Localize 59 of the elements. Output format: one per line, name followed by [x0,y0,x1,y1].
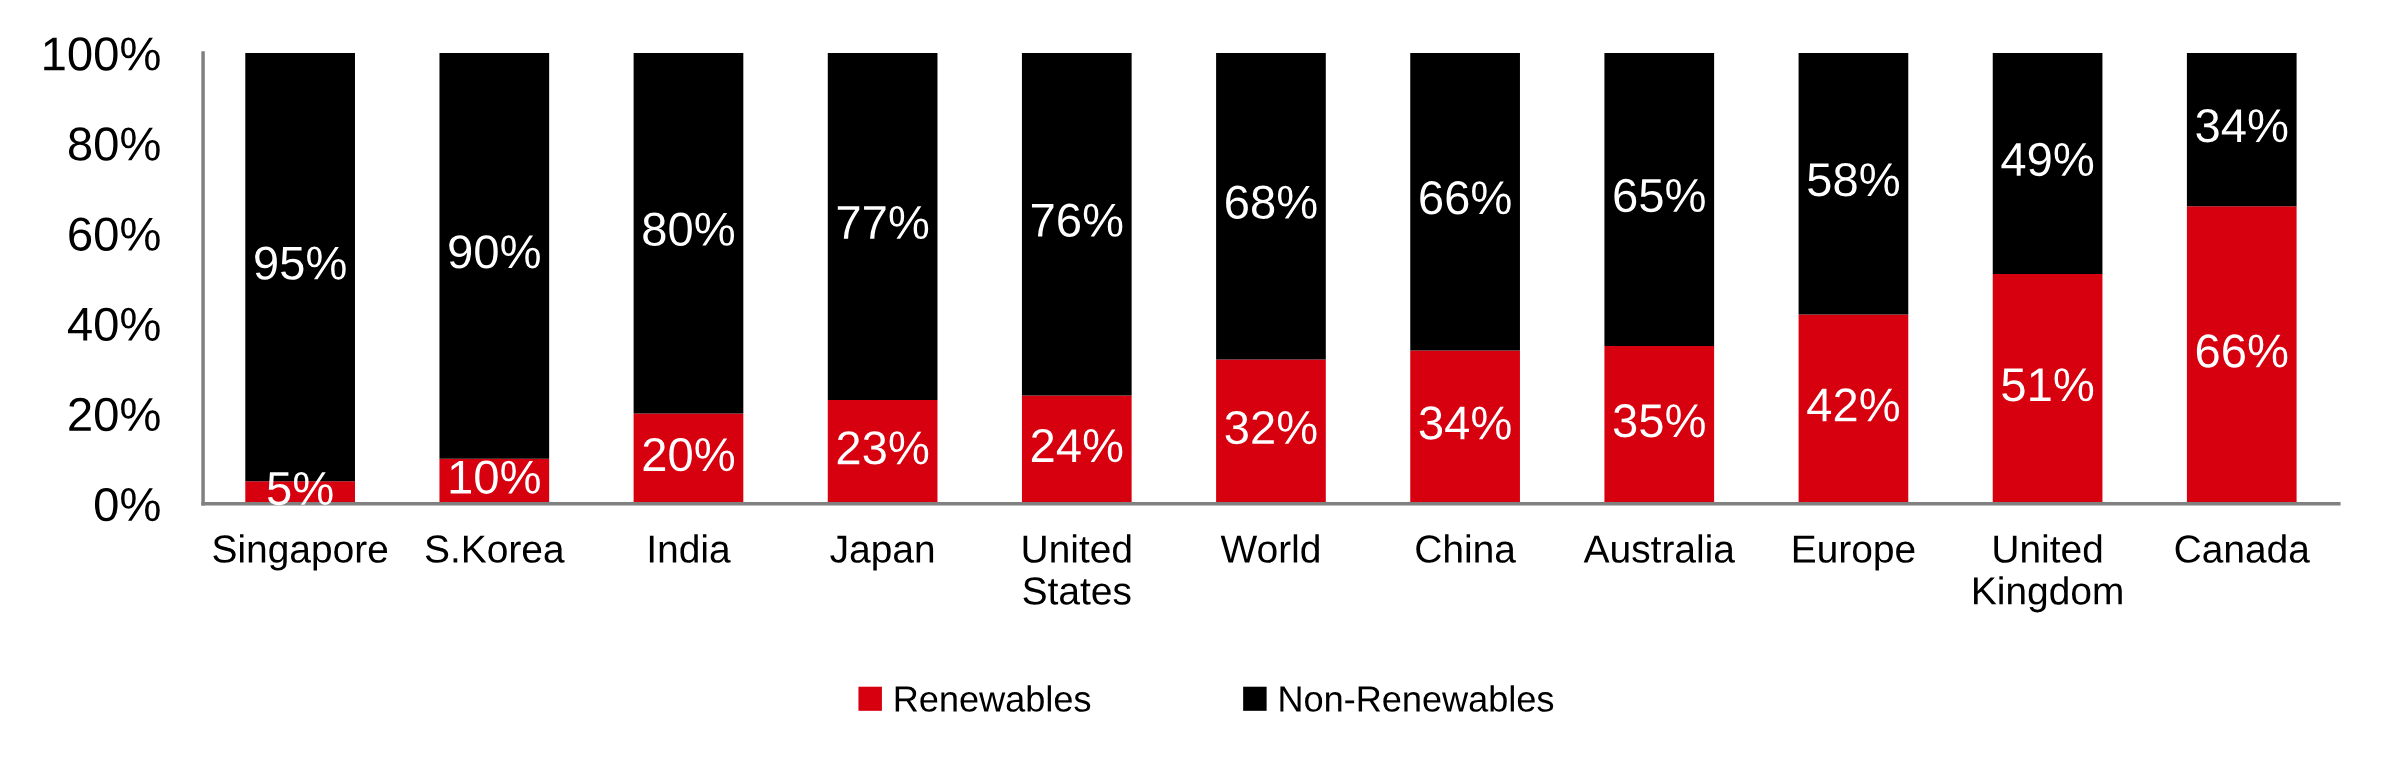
y-tick-label: 80% [68,127,160,161]
data-label: 66% [2196,334,2288,368]
data-label: 34% [2196,108,2288,143]
data-label: 49% [2001,142,2094,177]
data-label: 68% [1226,185,1317,219]
bar [827,53,938,401]
bar [439,53,550,459]
legend-label: Non-Renewables [1280,685,1554,712]
x-tick-label: India [649,534,731,563]
bar [1021,395,1132,504]
data-label: 77% [837,206,929,240]
data-label: 5% [267,471,333,506]
bar [1604,53,1715,347]
x-tick-label: China [1416,534,1516,563]
y-tick-label: 100% [44,37,160,71]
y-tick-label: 0% [94,487,160,522]
bar [2186,53,2297,207]
data-label: 76% [1031,203,1123,238]
x-tick-label: Europe [1793,535,1915,571]
bar [1604,346,1715,504]
legend-label: Renewables [895,685,1091,712]
x-tick-label: S.Korea [425,535,565,563]
x-tick-label: Australia [1583,534,1735,563]
y-tick-label: 60% [69,217,160,251]
data-label: 65% [1614,178,1705,213]
x-tick-label: Canada [2175,534,2310,563]
data-label: 66% [1420,181,1511,215]
x-tick-label: World [1220,534,1319,563]
data-label: 51% [2002,368,2094,402]
bar [1410,53,1520,351]
bar [1798,314,1909,504]
bar [1021,53,1132,396]
bar [1216,359,1326,504]
bar [1992,53,2103,274]
x-tick-label: Japan [830,535,934,571]
bar [827,400,938,504]
bar [2186,206,2297,504]
bar [1992,273,2103,504]
data-label: 42% [1807,388,1900,422]
y-tick-label: 40% [67,307,160,342]
data-label: 24% [1031,428,1123,463]
bar [633,53,744,414]
data-label: 34% [1419,406,1511,440]
bar [1216,53,1326,360]
x-tick-label: United States [1023,534,1131,605]
bar [1410,350,1520,504]
data-label: 10% [450,460,540,494]
data-label: 32% [1225,410,1317,445]
data-label: 20% [643,437,735,472]
bar [1798,53,1909,315]
x-tick-label: United Kingdom [1974,534,2122,613]
data-label: 80% [643,212,735,247]
data-label: 90% [449,235,540,269]
data-label: 23% [837,431,929,465]
data-label: 58% [1808,163,1900,197]
data-label: 95% [255,246,346,280]
data-label: 35% [1613,404,1705,438]
x-tick-label: Singapore [213,534,388,571]
y-tick-label: 20% [69,397,160,432]
